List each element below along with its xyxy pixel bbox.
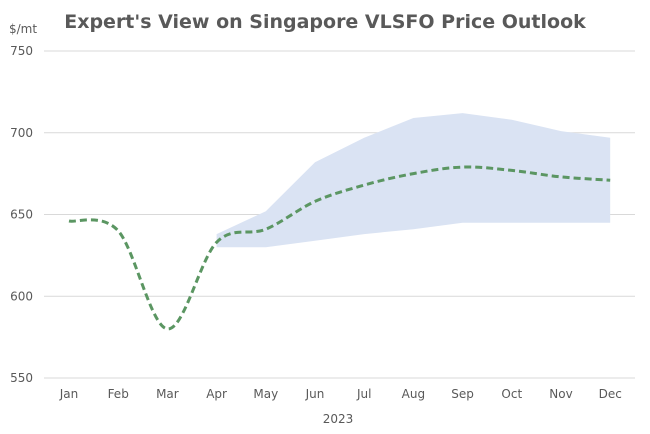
price-line	[68, 165, 611, 331]
x-tick-label: Sep	[451, 387, 474, 401]
x-axis-title: 2023	[323, 412, 354, 426]
x-tick-label: May	[253, 387, 278, 401]
x-tick-label: Jan	[59, 387, 79, 401]
chart-title: Expert's View on Singapore VLSFO Price O…	[64, 11, 586, 33]
x-axis-ticks: Jan Feb Mar Apr May Jun Jul Aug Sep Oct Nov Dec	[59, 387, 622, 401]
x-tick-label: Nov	[549, 387, 572, 401]
forecast-range-area	[216, 113, 611, 248]
series-line	[68, 165, 611, 331]
x-tick-label: Apr	[206, 387, 227, 401]
y-axis-ticks: 550 600 650 700 750	[10, 44, 33, 385]
x-tick-label: Aug	[402, 387, 425, 401]
y-tick-label: 650	[10, 208, 33, 222]
x-tick-label: Jul	[356, 387, 371, 401]
y-tick-label: 700	[10, 126, 33, 140]
y-tick-label: 750	[10, 44, 33, 58]
y-axis-title: $/mt	[9, 22, 37, 36]
x-tick-label: Feb	[108, 387, 129, 401]
x-tick-label: Mar	[156, 387, 179, 401]
x-tick-label: Jun	[305, 387, 325, 401]
x-tick-label: Dec	[599, 387, 622, 401]
forecast-range-band	[216, 113, 611, 248]
y-tick-label: 600	[10, 289, 33, 303]
y-tick-label: 550	[10, 371, 33, 385]
x-tick-label: Oct	[501, 387, 522, 401]
